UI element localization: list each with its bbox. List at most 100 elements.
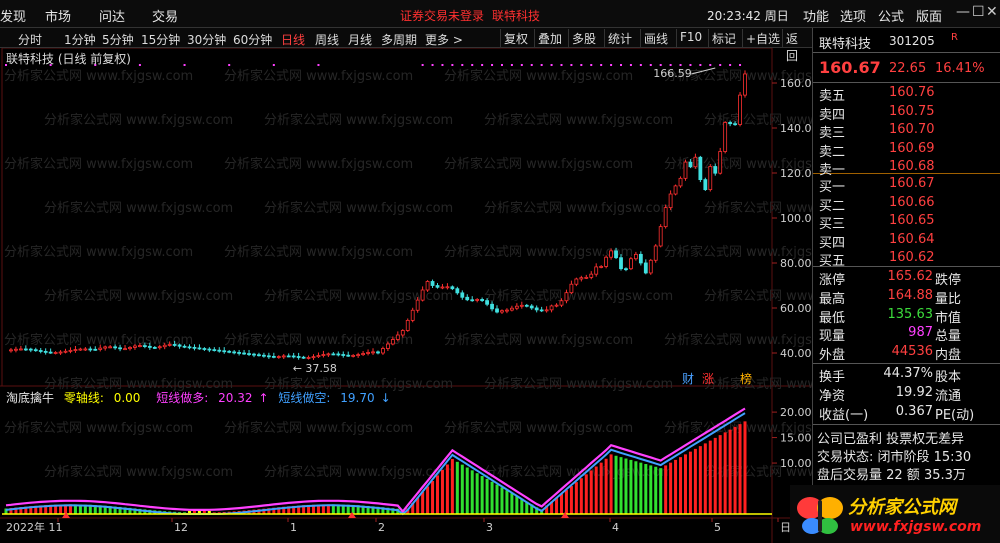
stat-row[interactable]: 最高 164.88 量比 [817, 288, 999, 307]
indicator-bar [733, 426, 737, 514]
indicator-bar [406, 508, 410, 514]
candle-body [14, 348, 18, 351]
watermark-logo: 分析家公式网 www.fxjgsw.com [790, 485, 1000, 543]
signal-dot [689, 64, 692, 66]
period-5min[interactable]: 5分钟 [102, 33, 134, 47]
bid-row[interactable]: 买五 160.62 [817, 250, 999, 269]
candle-body [445, 286, 450, 289]
bid-row[interactable]: 买二 160.66 [817, 194, 999, 214]
watermark-text: 分析家公式网 www.fxjgsw.com [444, 332, 633, 348]
period-60min[interactable]: 60分钟 [233, 33, 273, 47]
menu-options[interactable]: 选项 [840, 10, 867, 25]
period-daily[interactable]: 日线 [281, 33, 306, 47]
menu-function[interactable]: 功能 [803, 10, 830, 25]
candle-body [63, 350, 68, 353]
tool-stats[interactable]: 统计 [604, 29, 635, 47]
fundamental-row[interactable]: 换手 44.37% 股本 [817, 366, 999, 385]
stat-row[interactable]: 现量 987 总量 [817, 325, 999, 344]
signal-dot [629, 64, 632, 66]
candle-body [723, 122, 728, 152]
candle-body [33, 349, 38, 352]
menu-discover[interactable]: 发现 [0, 10, 27, 25]
candle-body [98, 347, 103, 350]
menu-formula[interactable]: 公式 [878, 10, 905, 25]
indicator-bar [188, 510, 192, 514]
kline-chart[interactable]: 分析家公式网 www.fxjgsw.com 分析家公式网 www.fxjgsw.c… [0, 48, 812, 543]
period-1min[interactable]: 1分钟 [64, 33, 96, 47]
price-axis-label: 60.00 [780, 302, 812, 315]
chart-title: 联特科技 (日线 前复权) [6, 52, 131, 66]
fundamental-row[interactable]: 净资 19.92 流通 [817, 385, 999, 404]
period-monthly[interactable]: 月线 [348, 33, 373, 47]
menu-trade[interactable]: 交易 [152, 10, 179, 25]
tool-add-watch[interactable]: +自选 [742, 29, 783, 47]
candle-body [460, 292, 465, 298]
bid-row[interactable]: 买一 160.67 [817, 176, 999, 195]
tool-multistock[interactable]: 多股 [568, 29, 599, 47]
candle-body [539, 309, 544, 312]
login-warning[interactable]: 证券交易未登录 [400, 9, 485, 23]
indicator-bar [29, 506, 33, 514]
stat-row[interactable]: 外盘 44536 内盘 [817, 344, 999, 363]
price-axis-label: 160.0 [780, 77, 812, 90]
candle-body [534, 307, 539, 311]
tool-f10[interactable]: F10 [676, 29, 705, 47]
candle-body [172, 344, 177, 346]
high-price-label: 166.59 [653, 67, 692, 80]
ask-row[interactable]: 卖一 160.68 [817, 159, 999, 178]
menu-wenda[interactable]: 问达 [99, 10, 126, 25]
tool-draw[interactable]: 画线 [640, 29, 671, 47]
bid-price: 160.66 [889, 194, 935, 210]
candle-body [23, 348, 28, 351]
indicator-bar [550, 501, 554, 514]
menu-market[interactable]: 市场 [45, 10, 72, 25]
indicator-bar [321, 504, 325, 514]
period-30min[interactable]: 30分钟 [187, 33, 227, 47]
period-15min[interactable]: 15分钟 [141, 33, 181, 47]
bid-row[interactable]: 买三 160.65 [817, 213, 999, 232]
tool-overlay[interactable]: 叠加 [534, 29, 565, 47]
candle-body [162, 344, 167, 348]
candle-body [579, 277, 584, 280]
close-button[interactable]: ✕ [986, 4, 998, 20]
candle-body [425, 281, 430, 291]
fundamental-row[interactable]: 收益(一) 0.367 PE(动) [817, 404, 999, 423]
stat-row[interactable]: 最低 135.63 市值 [817, 307, 999, 326]
ask-row[interactable]: 卖三 160.70 [817, 122, 999, 141]
tool-back[interactable]: 返回 [782, 29, 812, 63]
tool-adjust[interactable]: 复权 [500, 29, 531, 47]
period-weekly[interactable]: 周线 [315, 33, 340, 47]
ask-row[interactable]: 卖四 160.75 [817, 104, 999, 123]
indicator-bar [465, 467, 469, 514]
candle-body [83, 348, 88, 351]
signal-dot [94, 64, 97, 66]
minimize-button[interactable]: — [956, 4, 970, 20]
maximize-button[interactable]: ☐ [972, 4, 985, 20]
ask-row[interactable]: 卖二 160.69 [817, 141, 999, 160]
ask-label: 卖五 [819, 89, 846, 104]
bid-row[interactable]: 买四 160.64 [817, 232, 999, 251]
indicator-bar [629, 459, 633, 514]
candle-body [93, 348, 98, 351]
bid-label: 买一 [819, 180, 846, 195]
ask-price: 160.76 [889, 85, 935, 100]
candle-body [559, 300, 564, 306]
menu-layout[interactable]: 版面 [916, 10, 943, 25]
r-badge: R [951, 32, 958, 43]
candle-body [227, 350, 232, 353]
candle-body [569, 283, 574, 294]
candle-body [262, 354, 266, 357]
stat-row[interactable]: 涨停 165.62 跌停 [817, 269, 999, 288]
period-more[interactable]: 更多 > [425, 33, 463, 47]
period-multi[interactable]: 多周期 [381, 33, 418, 47]
ask-row[interactable]: 卖五 160.76 [817, 85, 999, 104]
signal-dot [431, 64, 434, 66]
signal-dot [317, 64, 320, 66]
tool-mark[interactable]: 标记 [708, 29, 739, 47]
bid-label: 买二 [819, 198, 846, 214]
indicator-bar [83, 504, 87, 514]
period-timeshare[interactable]: 分时 [18, 33, 43, 47]
price-change-pct: 16.41% [935, 61, 985, 76]
candle-body [500, 310, 504, 313]
indicator-bar [341, 504, 345, 514]
